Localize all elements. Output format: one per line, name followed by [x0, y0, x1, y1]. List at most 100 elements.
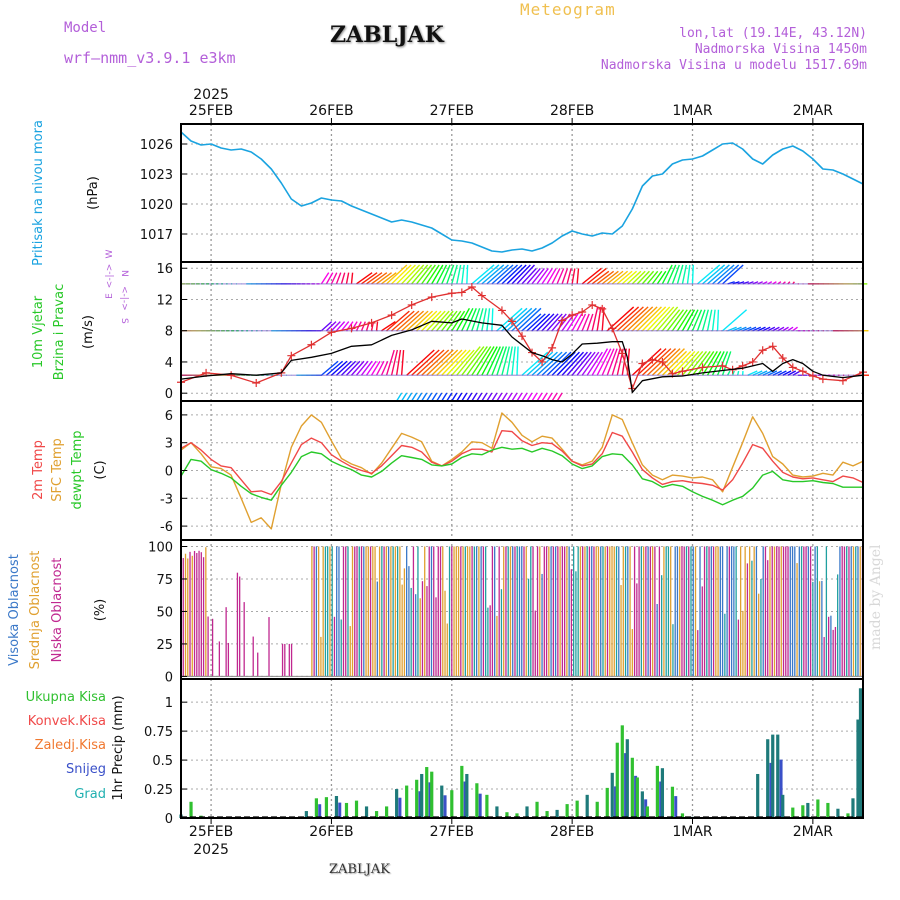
- gust-marker: [538, 357, 547, 366]
- wind-barb: [466, 308, 477, 331]
- wind-barb: [506, 307, 533, 332]
- precip-bar: [565, 804, 569, 818]
- temperature-series-line: [180, 446, 863, 506]
- wind-barb: [531, 392, 538, 402]
- wind-barb: [596, 270, 615, 285]
- wind-barb: [471, 346, 492, 376]
- wind-barb: [531, 268, 545, 285]
- wind-barb: [496, 392, 503, 402]
- wind-barb: [471, 308, 481, 331]
- wind-barb: [571, 268, 576, 284]
- wind-barb: [571, 351, 592, 376]
- wind-barb: [335, 272, 342, 285]
- precip-snow-bar: [674, 796, 678, 818]
- precip-bar: [846, 813, 850, 818]
- gust-marker: [447, 289, 456, 298]
- gust-marker: [347, 324, 356, 333]
- precip-bar: [189, 801, 193, 818]
- precip-bar: [430, 771, 434, 818]
- wind-barb: [426, 392, 433, 402]
- gust-marker: [808, 372, 817, 381]
- precip-snow-bar: [779, 759, 783, 818]
- y-tick-label: 1020: [140, 198, 173, 213]
- wind-barb: [521, 392, 528, 402]
- gust-marker: [748, 357, 757, 366]
- wind-barb: [616, 270, 633, 285]
- precip-snow-bar: [624, 753, 628, 818]
- wind-barb: [696, 351, 715, 376]
- wind-barb: [521, 267, 537, 285]
- y-tick-label: 6: [165, 409, 173, 424]
- wind-barb: [551, 392, 558, 402]
- wind-barb: [686, 264, 691, 284]
- cloud-high-label: Visoka Oblacnost: [7, 554, 22, 666]
- gust-marker: [758, 346, 767, 355]
- wind-barb: [496, 264, 518, 285]
- wind-barb: [591, 306, 599, 331]
- wind-barb: [721, 351, 732, 376]
- y-tick-label: 1023: [140, 168, 173, 183]
- wind-barb: [691, 264, 694, 284]
- wind-barb: [441, 392, 448, 402]
- precip-bar: [655, 765, 659, 818]
- wind-barb: [626, 306, 654, 332]
- bottom-day-label: 28FEB: [550, 824, 594, 840]
- wind-barb: [641, 306, 667, 332]
- wind-barb: [566, 351, 588, 376]
- wind-barb: [446, 392, 453, 402]
- wind-barb: [656, 306, 679, 332]
- precip-bar: [515, 813, 519, 818]
- precip-bar: [836, 808, 840, 818]
- wind-barb: [375, 360, 385, 376]
- wind-barb: [671, 350, 696, 376]
- watermark: made by Angel: [868, 544, 884, 651]
- wind-barb: [411, 264, 429, 285]
- wind-barb: [516, 307, 542, 332]
- precip-bar: [415, 779, 419, 818]
- precip-bar: [475, 783, 479, 818]
- precip-bar: [801, 805, 805, 818]
- wind-barb: [701, 351, 718, 376]
- precip-bar: [771, 734, 775, 818]
- wind-barb: [496, 346, 508, 376]
- wind-barb: [481, 264, 505, 285]
- wind-barb: [431, 310, 450, 332]
- wind-barb: [531, 351, 558, 376]
- precip-bar: [781, 794, 785, 818]
- wind-barb: [461, 392, 468, 402]
- wind-barb: [421, 349, 450, 376]
- wind-barb: [661, 309, 681, 332]
- precip-legend-label: Grad: [74, 787, 106, 802]
- wind-barb: [611, 306, 640, 332]
- wind-barb: [666, 264, 677, 285]
- wind-barb: [536, 351, 563, 376]
- wind-barb: [767, 370, 778, 376]
- wind-barb: [390, 349, 399, 376]
- precip-legend-label: Zaledj.Kisa: [35, 738, 106, 753]
- wind-barb: [330, 321, 341, 332]
- y-tick-label: 0.25: [144, 783, 173, 798]
- wind-barb: [551, 351, 576, 376]
- wind-barb: [366, 272, 383, 285]
- temp-unit-label: (C): [93, 460, 108, 479]
- wind-barb: [436, 392, 443, 402]
- precip-legend-label: Ukupna Kisa: [26, 690, 106, 705]
- wind-barb: [561, 268, 569, 285]
- y-tick-label: 0: [165, 387, 173, 402]
- gust-marker: [427, 293, 436, 302]
- precip-bar: [425, 767, 429, 818]
- gust-marker: [768, 342, 777, 351]
- wind-barb: [707, 264, 730, 285]
- wind-barb: [325, 272, 334, 285]
- precip-bar: [640, 791, 644, 818]
- wind-barb: [370, 360, 381, 376]
- precip-bar: [324, 797, 329, 818]
- wind-barb: [325, 321, 337, 332]
- wind-barb: [461, 346, 485, 376]
- precip-bar: [756, 773, 760, 818]
- wind-barb: [471, 264, 495, 285]
- y-tick-label: 16: [156, 262, 173, 277]
- wind-barb: [511, 264, 531, 285]
- wind-barb: [696, 309, 706, 331]
- precip-bar: [625, 739, 629, 818]
